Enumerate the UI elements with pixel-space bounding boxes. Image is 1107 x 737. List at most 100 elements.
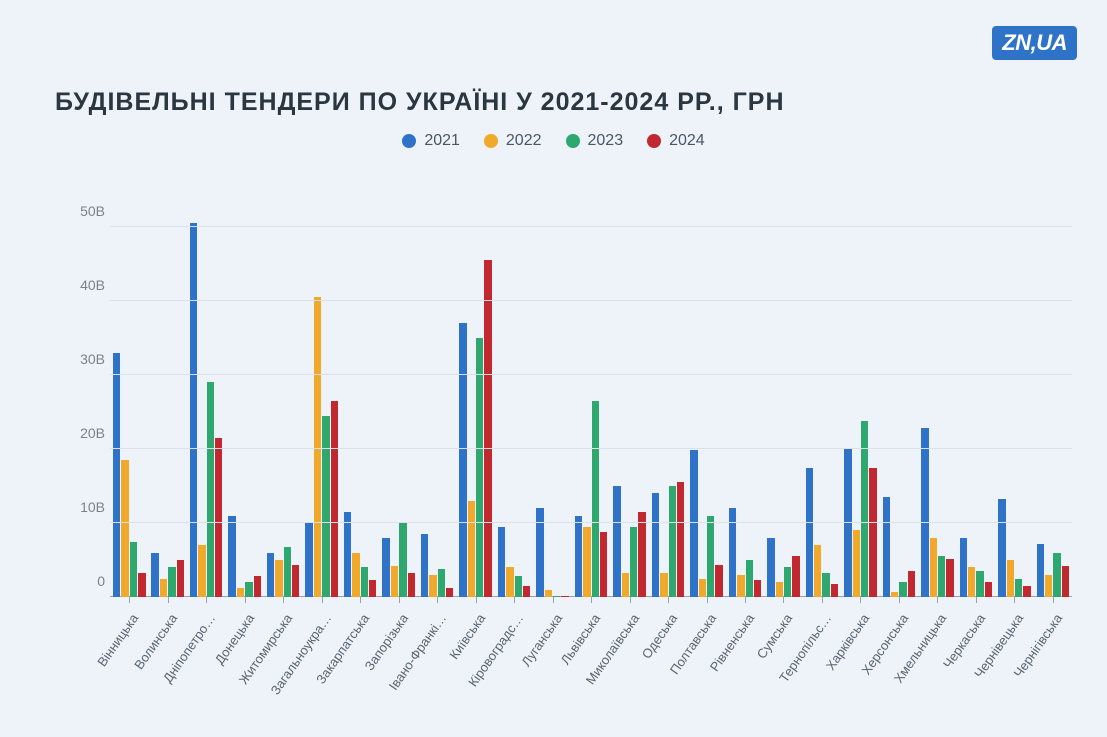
bar [930,538,937,597]
bar [254,576,261,597]
legend-dot [484,134,498,148]
bar [792,556,799,597]
bar [1023,586,1030,597]
bar [130,542,137,598]
bar [198,545,205,597]
bar [305,523,312,597]
bar-group [687,190,725,597]
bar [506,567,513,597]
bar-group [880,190,918,597]
brand-logo: ZN,UA [992,26,1077,60]
bar [476,338,483,597]
y-tick-label: 0 [55,573,105,589]
y-tick-label: 10B [55,499,105,515]
bar-group [495,190,533,597]
bar [369,580,376,597]
y-tick-label: 30B [55,351,105,367]
bar [822,573,829,597]
bar-group [610,190,648,597]
bar [968,567,975,597]
bar [438,569,445,597]
bar [113,353,120,597]
bar-group [957,190,995,597]
bar [498,527,505,597]
legend-label: 2024 [669,132,705,150]
bar [754,580,761,597]
bar [630,527,637,597]
bar [985,582,992,597]
bar-group [918,190,956,597]
bar [523,586,530,597]
bar [391,566,398,597]
bar [613,486,620,597]
bar [284,547,291,597]
legend-item: 2022 [484,132,542,150]
bar [814,545,821,597]
bar [228,516,235,597]
bar [690,450,697,597]
bar [1007,560,1014,597]
bar-group [148,190,186,597]
bar [207,382,214,597]
bar [408,573,415,597]
bar [707,516,714,597]
bar-group [572,190,610,597]
bar [1045,575,1052,597]
bar [921,428,928,597]
gridline [110,226,1072,227]
gridline [110,300,1072,301]
bar-group [110,190,148,597]
bar [151,553,158,597]
legend-dot [402,134,416,148]
bar [361,567,368,597]
bar [622,573,629,597]
legend-item: 2021 [402,132,460,150]
bar [121,460,128,597]
bar [292,565,299,597]
bar [484,260,491,597]
y-tick-label: 50B [55,203,105,219]
bar [976,571,983,597]
bar [267,553,274,597]
bar [652,493,659,597]
bar [545,590,552,597]
bar-group [187,190,225,597]
bar-group [726,190,764,597]
legend-item: 2023 [566,132,624,150]
bar-group [649,190,687,597]
bar-group [803,190,841,597]
bar [669,486,676,597]
bar [592,401,599,597]
bar-group [1034,190,1072,597]
x-label-slot: Чернігівська [1034,597,1072,707]
bar [1062,566,1069,597]
bar [421,534,428,597]
bar [715,565,722,597]
x-labels: ВінницькаВолинськаДніпопетро…ДонецькаЖит… [110,597,1072,707]
bar [883,497,890,597]
bar-group [264,190,302,597]
bar [344,512,351,597]
bar [583,527,590,597]
legend-dot [647,134,661,148]
legend-label: 2022 [506,132,542,150]
bar-group [418,190,456,597]
bar-group [341,190,379,597]
bar [1037,544,1044,597]
bar [660,573,667,597]
bars-container [110,190,1072,597]
bar [575,516,582,597]
bar [459,323,466,597]
chart-title: БУДІВЕЛЬНІ ТЕНДЕРИ ПО УКРАЇНІ У 2021-202… [55,88,785,117]
bar [429,575,436,597]
bar [737,575,744,597]
bar-group [225,190,263,597]
bar [638,512,645,597]
bar [831,584,838,597]
bar [468,501,475,597]
chart-area: 010B20B30B40B50B ВінницькаВолинськаДніпо… [55,190,1072,707]
y-tick-label: 20B [55,425,105,441]
bar [844,449,851,597]
bar [515,576,522,597]
bar [908,571,915,597]
